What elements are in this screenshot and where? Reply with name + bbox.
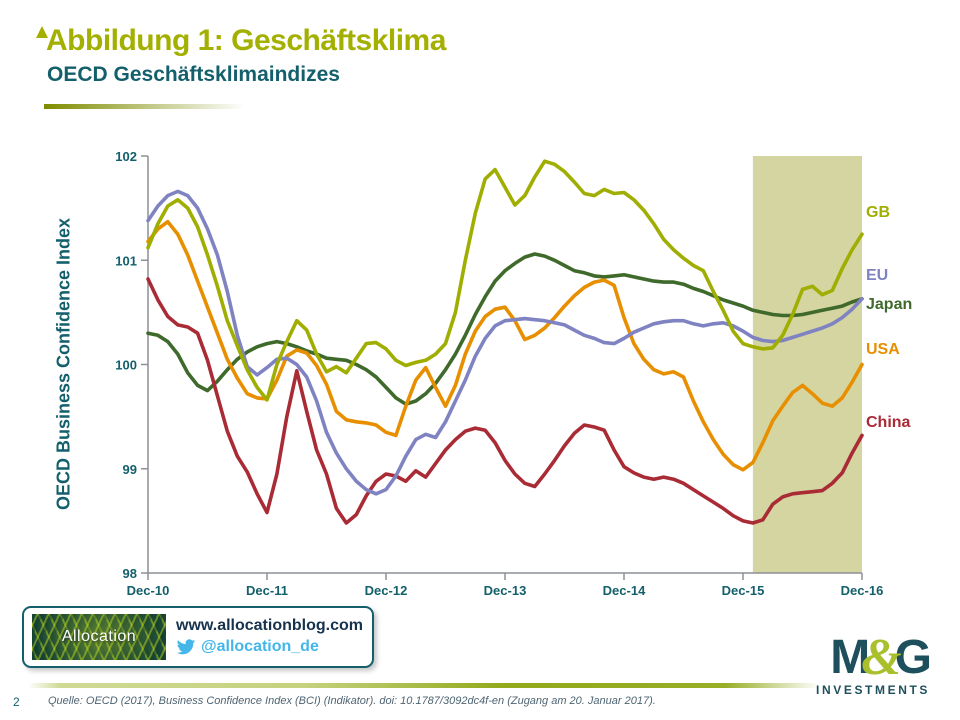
series-line-gb xyxy=(146,159,864,402)
legend-label-eu: EU xyxy=(866,267,889,284)
legend-label-gb: GB xyxy=(866,204,890,221)
mg-logo-m: M xyxy=(830,631,870,684)
brush-stroke-divider xyxy=(28,683,820,688)
source-citation: Quelle: OECD (2017), Business Confidence… xyxy=(48,695,656,707)
website-link[interactable]: www.allocationblog.com xyxy=(176,617,363,634)
x-tick-label: Dec-15 xyxy=(722,583,765,598)
allocation-logo-text: Allocation xyxy=(61,628,137,645)
series-line-eu xyxy=(146,189,864,496)
x-tick-label: Dec-11 xyxy=(246,583,288,598)
mg-logo-investments: INVESTMENTS xyxy=(816,683,930,697)
series-line-china xyxy=(146,277,864,525)
mg-logo-letters: M & G xyxy=(816,629,932,686)
twitter-row: @allocation_de xyxy=(176,637,363,657)
x-tick-label: Dec-10 xyxy=(127,583,170,598)
y-tick-label: 100 xyxy=(115,358,137,373)
legend-label-japan: Japan xyxy=(866,296,913,313)
blog-badge: Allocation www.allocationblog.com @alloc… xyxy=(22,606,374,668)
page-title: Abbildung 1: Geschäftsklima xyxy=(46,24,446,57)
y-tick-label: 98 xyxy=(123,566,137,581)
mg-investments-logo: M & G INVESTMENTS xyxy=(816,629,932,697)
badge-links: www.allocationblog.com @allocation_de xyxy=(176,617,363,657)
mg-logo-ampersand: & xyxy=(861,629,902,686)
y-tick-label: 102 xyxy=(115,149,137,164)
x-tick-label: Dec-14 xyxy=(603,583,646,598)
decorative-corner-mark xyxy=(36,26,48,38)
x-tick-label: Dec-13 xyxy=(484,583,527,598)
page-subtitle: OECD Geschäftsklimaindizes xyxy=(47,63,340,86)
x-tick-label: Dec-12 xyxy=(365,583,408,598)
twitter-icon[interactable] xyxy=(176,637,196,657)
legend-label-china: China xyxy=(866,414,911,431)
series-line-japan xyxy=(146,252,864,406)
y-tick-label: 99 xyxy=(123,462,137,477)
mg-logo-g: G xyxy=(894,631,932,684)
y-tick-label: 101 xyxy=(115,253,137,268)
highlight-band xyxy=(752,156,862,573)
page-number: 2 xyxy=(13,695,20,709)
title-underline xyxy=(44,104,242,109)
x-tick-label: Dec-16 xyxy=(841,583,884,598)
twitter-handle-link[interactable]: @allocation_de xyxy=(201,638,319,655)
allocation-logo: Allocation xyxy=(32,614,166,660)
legend-label-usa: USA xyxy=(866,341,900,358)
